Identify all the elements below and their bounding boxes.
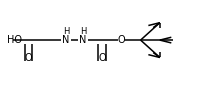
Text: N: N [62, 35, 69, 45]
Text: H: H [63, 27, 69, 36]
Text: O: O [25, 53, 32, 63]
Text: O: O [98, 53, 106, 63]
Text: N: N [79, 35, 87, 45]
Text: O: O [118, 35, 125, 45]
Text: HO: HO [7, 35, 22, 45]
Text: H: H [80, 27, 86, 36]
